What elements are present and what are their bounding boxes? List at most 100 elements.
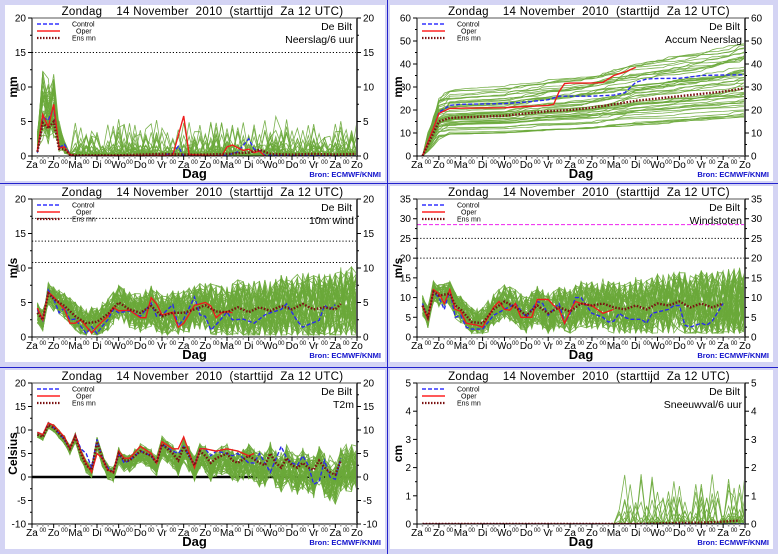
x-midnight-label: 00 [321,341,328,347]
x-day-label: Za [717,160,729,171]
x-midnight-label: 00 [600,160,607,166]
x-day-label: Za [411,160,423,171]
ensemble-member-line [37,273,357,336]
y-tick-label-right: 10 [363,426,375,437]
legend-label: Control [72,203,95,210]
x-midnight-label: 00 [39,528,46,534]
x-midnight-label: 00 [234,341,241,347]
x-axis-label: Dag [182,166,207,181]
legend-label: Oper [76,394,92,401]
x-axis-label: Dag [182,534,207,549]
x-day-label: Za [564,160,576,171]
x-day-label: Zo [433,341,445,352]
y-tick-label-left: 25 [400,234,412,245]
y-tick-label-left: 20 [15,379,27,390]
y-tick-label-right: 5 [363,117,369,128]
x-midnight-label: 00 [83,341,90,347]
x-midnight-label: 00 [731,160,738,166]
x-day-label: Wo [497,528,512,539]
x-day-label: Vr [309,160,319,171]
x-midnight-label: 00 [321,160,328,166]
ensemble-member-line [422,87,745,156]
source-label: Bron: ECMWF/KNMI [309,538,381,547]
x-midnight-label: 00 [512,341,519,347]
x-day-label: Zo [351,160,363,171]
y-tick-label-right: 15 [363,229,375,240]
legend-label: Control [457,203,480,210]
x-day-label: Zo [351,341,363,352]
x-midnight-label: 00 [534,528,541,534]
x-midnight-label: 00 [83,160,90,166]
x-axis-label: Dag [569,534,594,549]
y-tick-label-right: 20 [751,254,763,265]
x-midnight-label: 00 [169,341,176,347]
x-midnight-label: 00 [213,160,220,166]
x-day-label: Di [478,160,487,171]
x-midnight-label: 00 [343,341,350,347]
panel-accum-neerslag: Zondag 14 November 2010 (starttijd Za 12… [390,5,773,181]
ensemble-member-line [422,93,745,156]
ens-mean-line [36,291,342,325]
y-tick-label-left: 0 [405,333,411,344]
x-day-label: Zo [586,528,598,539]
x-day-label: Wo [263,528,278,539]
ens-mean-line [36,118,357,156]
x-midnight-label: 00 [556,160,563,166]
x-day-label: Zo [739,341,751,352]
y-tick-label-left: 20 [400,106,412,117]
ensemble-member-line [422,79,745,156]
x-day-label: Wo [111,160,126,171]
ensemble-member-line [422,99,745,156]
x-midnight-label: 00 [709,341,716,347]
ensemble-member-line [37,269,357,336]
legend-label: Ens mn [457,401,481,408]
legend-label: Oper [76,29,92,36]
y-tick-label-right: 20 [363,195,375,206]
x-midnight-label: 00 [256,341,263,347]
x-midnight-label: 00 [731,528,738,534]
control-line [421,74,745,156]
station-label: De Bilt [709,386,740,398]
y-tick-label-right: 35 [751,195,763,206]
x-midnight-label: 00 [512,528,519,534]
x-midnight-label: 00 [126,341,133,347]
y-tick-label-right: 20 [751,106,763,117]
y-tick-label-right: 30 [751,214,763,225]
legend-label: Control [457,22,480,29]
x-midnight-label: 00 [425,160,432,166]
x-midnight-label: 00 [299,528,306,534]
ens-mean-line [422,519,740,524]
x-midnight-label: 00 [490,528,497,534]
panel-divider-horizontal-1 [0,183,778,184]
x-day-label: Vr [543,341,553,352]
x-day-label: Wo [650,160,665,171]
x-midnight-label: 00 [621,528,628,534]
y-tick-label-right: 0 [363,473,369,484]
x-day-label: Di [631,160,640,171]
x-day-label: Zo [199,528,211,539]
x-day-label: Di [92,160,101,171]
y-tick-label-left: 0 [20,152,26,163]
x-day-label: Za [178,341,190,352]
x-day-label: Di [244,341,253,352]
x-day-label: Vr [696,528,706,539]
x-day-label: Ma [607,528,621,539]
x-day-label: Vr [309,528,319,539]
plot-area [417,224,745,335]
ensemble-member-line [422,274,745,334]
x-day-label: Za [329,528,341,539]
y-tick-label-right: 20 [363,14,375,25]
x-day-label: Zo [739,528,751,539]
ens-mean-line [421,289,724,325]
x-midnight-label: 00 [234,160,241,166]
x-day-label: Za [26,528,38,539]
x-midnight-label: 00 [490,160,497,166]
ensemble-member-line [422,110,745,156]
y-tick-label-left: 35 [400,195,412,206]
x-midnight-label: 00 [169,528,176,534]
x-midnight-label: 00 [343,528,350,534]
x-day-label: Wo [111,341,126,352]
